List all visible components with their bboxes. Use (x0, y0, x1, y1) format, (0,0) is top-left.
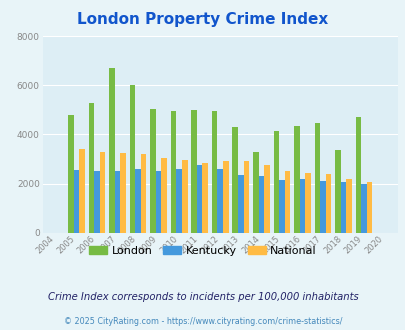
Bar (360, 183, 366, 233)
Bar (340, 182, 345, 233)
Bar (100, 152, 105, 233)
Bar (222, 161, 228, 233)
Bar (355, 117, 360, 233)
Bar (345, 179, 351, 233)
Bar (334, 150, 340, 233)
Bar (109, 68, 115, 233)
Bar (176, 169, 181, 233)
Bar (366, 182, 371, 233)
Bar (211, 111, 217, 233)
Bar (243, 161, 249, 233)
Bar (273, 131, 278, 233)
Bar (314, 123, 320, 233)
Bar (68, 115, 74, 233)
Bar (263, 165, 269, 233)
Bar (130, 85, 135, 233)
Bar (278, 180, 284, 233)
Bar (171, 111, 176, 233)
Bar (196, 165, 202, 233)
Bar (252, 152, 258, 233)
Bar (74, 170, 79, 233)
Text: London Property Crime Index: London Property Crime Index (77, 12, 328, 26)
Bar (293, 126, 299, 233)
Bar (115, 171, 120, 233)
Bar (150, 109, 156, 233)
Bar (305, 173, 310, 233)
Bar (237, 175, 243, 233)
Bar (232, 127, 237, 233)
Bar (320, 181, 325, 233)
Bar (120, 153, 126, 233)
Bar (79, 149, 85, 233)
Bar (202, 163, 207, 233)
Bar (141, 154, 146, 233)
Bar (89, 103, 94, 233)
Text: © 2025 CityRating.com - https://www.cityrating.com/crime-statistics/: © 2025 CityRating.com - https://www.city… (64, 317, 341, 326)
Bar (161, 158, 166, 233)
Bar (191, 110, 196, 233)
Bar (284, 171, 290, 233)
Bar (94, 171, 100, 233)
Bar (156, 171, 161, 233)
Bar (258, 176, 263, 233)
Text: Crime Index corresponds to incidents per 100,000 inhabitants: Crime Index corresponds to incidents per… (47, 292, 358, 302)
Bar (181, 160, 187, 233)
Bar (135, 169, 141, 233)
Bar (217, 169, 222, 233)
Legend: London, Kentucky, National: London, Kentucky, National (85, 241, 320, 260)
Bar (325, 174, 330, 233)
Bar (299, 179, 305, 233)
